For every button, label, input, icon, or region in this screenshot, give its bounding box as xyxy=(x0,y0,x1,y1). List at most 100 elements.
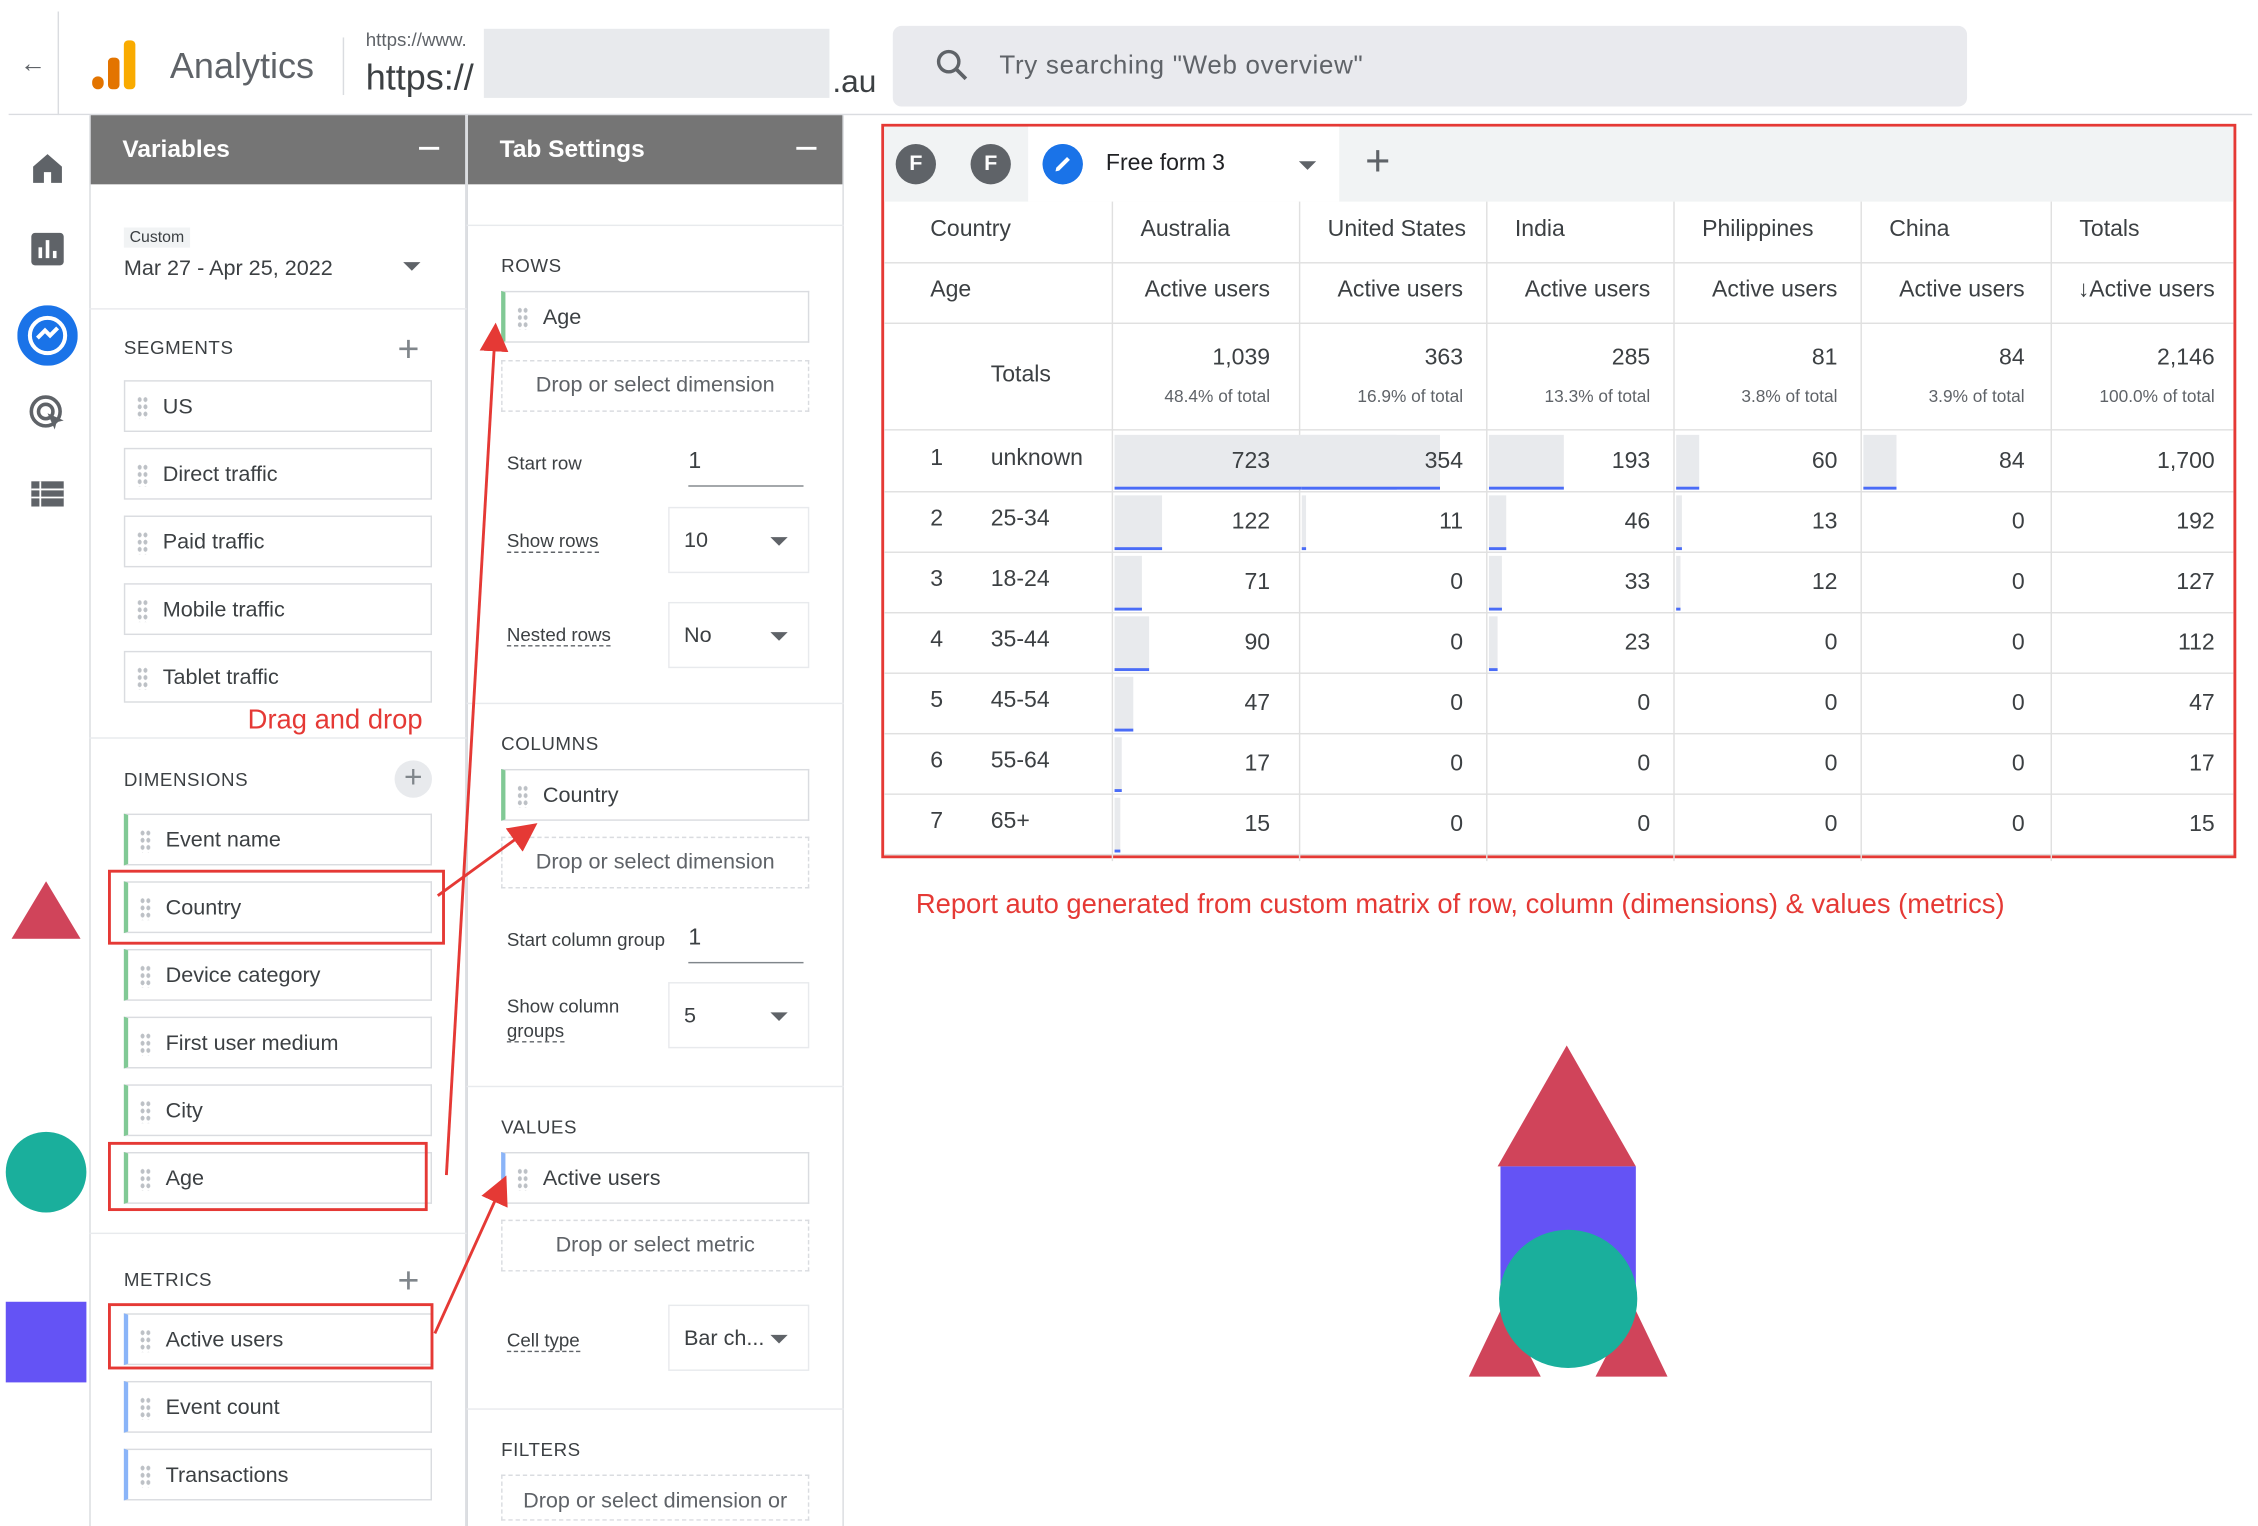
table-cell-value[interactable]: 0 xyxy=(2011,812,2025,837)
table-cell-value[interactable]: 15 xyxy=(2189,812,2215,837)
table-cell-value[interactable]: 193 xyxy=(1611,449,1651,474)
metric-header[interactable]: Active users xyxy=(1524,277,1651,303)
table-cell-value[interactable]: 0 xyxy=(1824,630,1838,656)
date-range-value[interactable]: Mar 27 - Apr 25, 2022 xyxy=(123,256,333,281)
table-cell-value[interactable]: 0 xyxy=(1450,691,1464,716)
dimension-chip[interactable]: Event name xyxy=(123,813,433,866)
segment-chip[interactable]: Direct traffic xyxy=(123,447,433,500)
configure-icon[interactable] xyxy=(26,472,69,515)
table-cell-value[interactable]: 47 xyxy=(1244,691,1271,716)
tab-badge[interactable]: F xyxy=(970,144,1011,185)
table-cell-value[interactable]: 60 xyxy=(1811,449,1838,474)
account-url[interactable]: https:// xyxy=(365,57,474,98)
metric-header[interactable]: Active users xyxy=(1337,277,1464,303)
table-cell-value[interactable]: 127 xyxy=(2176,570,2215,595)
dimension-chip[interactable]: Device category xyxy=(123,948,433,1001)
drag-handle-icon[interactable] xyxy=(139,1100,152,1124)
dimension-chip[interactable]: First user medium xyxy=(123,1016,433,1069)
table-cell-value[interactable]: 84 xyxy=(1999,449,2025,474)
add-metric-icon[interactable]: + xyxy=(397,1258,420,1302)
column-header-country[interactable]: Totals xyxy=(2079,217,2140,242)
dimension-chip[interactable]: City xyxy=(123,1084,433,1137)
table-cell-value[interactable]: 0 xyxy=(2011,691,2025,716)
nested-rows-select[interactable]: No xyxy=(668,601,810,669)
table-cell-value[interactable]: 71 xyxy=(1244,570,1271,595)
drag-handle-icon[interactable] xyxy=(139,829,152,853)
drag-handle-icon[interactable] xyxy=(139,1167,152,1191)
metric-header[interactable]: ↓Active users xyxy=(2077,277,2215,303)
segment-chip[interactable]: Mobile traffic xyxy=(123,583,433,636)
table-cell-value[interactable]: 1,700 xyxy=(2157,449,2215,474)
collapse-icon[interactable] xyxy=(796,146,817,150)
table-cell-value[interactable]: 0 xyxy=(2011,509,2025,535)
column-dimension-country[interactable]: Country xyxy=(501,768,810,821)
advertising-icon[interactable] xyxy=(26,392,69,435)
drag-handle-icon[interactable] xyxy=(136,463,149,487)
home-icon[interactable] xyxy=(26,147,69,190)
segment-chip[interactable]: US xyxy=(123,380,433,433)
metric-header[interactable]: Active users xyxy=(1144,277,1271,303)
metric-header[interactable]: Active users xyxy=(1899,277,2025,303)
drag-handle-icon[interactable] xyxy=(139,1396,152,1420)
collapse-icon[interactable] xyxy=(419,146,440,150)
table-cell-value[interactable]: 0 xyxy=(1637,691,1651,716)
start-column-group-input[interactable]: 1 xyxy=(688,926,804,964)
table-cell-value[interactable]: 11 xyxy=(1439,509,1464,535)
drag-handle-icon[interactable] xyxy=(136,599,149,623)
arrow-left-icon[interactable]: ← xyxy=(20,48,47,78)
table-cell-value[interactable]: 0 xyxy=(1450,751,1464,777)
row-dimension-age[interactable]: Age xyxy=(501,290,810,343)
dimension-chip-country[interactable]: Country xyxy=(123,881,433,934)
drag-handle-icon[interactable] xyxy=(516,306,529,330)
drag-handle-icon[interactable] xyxy=(139,897,152,921)
table-cell-value[interactable]: 17 xyxy=(2189,751,2215,777)
drag-handle-icon[interactable] xyxy=(516,1167,529,1191)
tab-badge[interactable]: F xyxy=(895,144,937,185)
show-column-groups-select[interactable]: 5 xyxy=(668,982,810,1049)
table-cell-value[interactable]: 112 xyxy=(2177,630,2215,656)
column-header-country[interactable]: Philippines xyxy=(1702,217,1814,242)
drag-handle-icon[interactable] xyxy=(136,396,149,420)
table-cell-value[interactable]: 0 xyxy=(1824,812,1838,837)
drag-handle-icon[interactable] xyxy=(136,531,149,555)
metric-chip[interactable]: Transactions xyxy=(123,1448,433,1501)
table-cell-value[interactable]: 723 xyxy=(1231,449,1271,474)
drag-handle-icon[interactable] xyxy=(136,666,149,690)
column-dropzone[interactable]: Drop or select dimension xyxy=(501,836,810,889)
table-cell-value[interactable]: 33 xyxy=(1624,570,1651,595)
table-cell-value[interactable]: 13 xyxy=(1811,509,1838,535)
metric-dropzone[interactable]: Drop or select metric xyxy=(501,1219,810,1272)
metric-header[interactable]: Active users xyxy=(1711,277,1838,303)
tab-free-form-3[interactable]: Free form 3 xyxy=(1028,126,1340,202)
table-cell-value[interactable]: 0 xyxy=(2011,751,2025,777)
drag-handle-icon[interactable] xyxy=(139,1329,152,1353)
table-cell-value[interactable]: 0 xyxy=(1637,812,1651,837)
column-header-country[interactable]: Australia xyxy=(1140,217,1231,242)
drag-handle-icon[interactable] xyxy=(139,1464,152,1488)
add-segment-icon[interactable]: + xyxy=(397,326,420,371)
table-cell-value[interactable]: 0 xyxy=(1637,751,1651,777)
reports-icon[interactable] xyxy=(26,228,69,271)
search-bar[interactable]: Try searching "Web overview" xyxy=(892,25,1968,107)
metric-chip-active-users[interactable]: Active users xyxy=(123,1313,433,1366)
metric-chip[interactable]: Event count xyxy=(123,1380,433,1433)
table-cell-value[interactable]: 0 xyxy=(1450,570,1464,595)
table-cell-value[interactable]: 0 xyxy=(1824,751,1838,777)
table-cell-value[interactable]: 47 xyxy=(2189,691,2215,716)
drag-handle-icon[interactable] xyxy=(516,784,529,808)
table-cell-value[interactable]: 15 xyxy=(1244,812,1271,837)
column-header-country[interactable]: India xyxy=(1514,217,1565,242)
table-cell-value[interactable]: 192 xyxy=(2176,509,2215,535)
table-cell-value[interactable]: 354 xyxy=(1424,449,1464,474)
analytics-logo-icon[interactable] xyxy=(92,37,138,90)
table-cell-value[interactable]: 122 xyxy=(1231,509,1271,535)
dimension-chip-age[interactable]: Age xyxy=(123,1152,433,1204)
column-header-country[interactable]: United States xyxy=(1327,217,1467,242)
chevron-down-icon[interactable] xyxy=(1298,161,1317,170)
segment-chip[interactable]: Tablet traffic xyxy=(123,650,433,703)
date-dropdown-icon[interactable] xyxy=(403,262,421,271)
cell-type-select[interactable]: Bar ch... xyxy=(668,1304,810,1371)
table-cell-value[interactable]: 90 xyxy=(1244,630,1271,656)
column-header-country[interactable]: China xyxy=(1889,217,1950,242)
table-cell-value[interactable]: 0 xyxy=(1824,691,1838,716)
